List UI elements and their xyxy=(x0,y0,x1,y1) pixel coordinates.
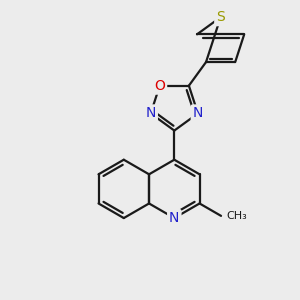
Text: S: S xyxy=(216,10,225,24)
Text: N: N xyxy=(169,211,179,225)
Text: N: N xyxy=(146,106,156,120)
Text: N: N xyxy=(193,106,203,120)
Text: CH₃: CH₃ xyxy=(227,211,248,221)
Text: O: O xyxy=(154,79,165,93)
